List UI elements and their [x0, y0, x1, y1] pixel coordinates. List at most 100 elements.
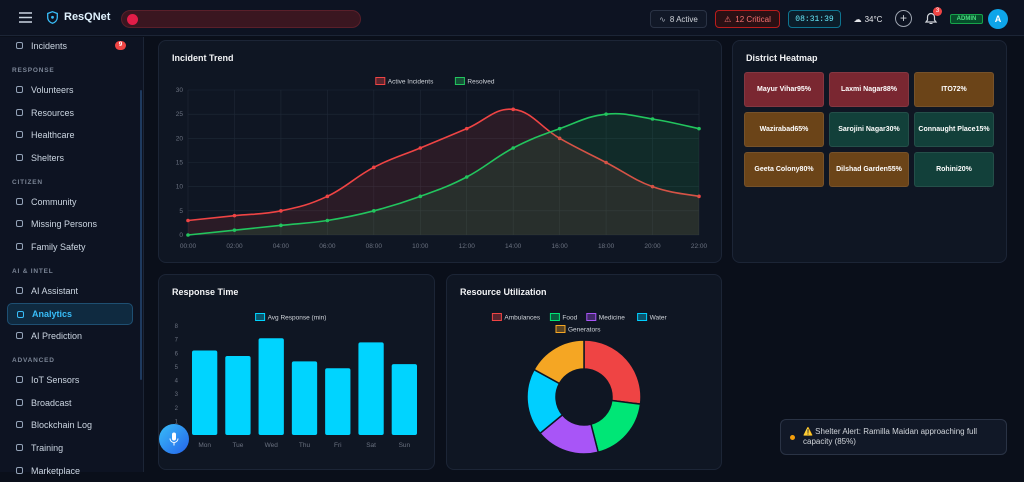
legend-label: Food [562, 315, 577, 322]
add-button[interactable]: + [895, 10, 912, 27]
nav-icon [17, 310, 24, 318]
data-point [557, 136, 562, 141]
critical-count[interactable]: ⚠ 12 Critical [715, 10, 780, 28]
nav-item[interactable]: Marketplace [7, 460, 133, 482]
nav-item[interactable]: AI Prediction [7, 325, 133, 347]
heatmap-cell[interactable]: Mayur Vihar 95% [744, 72, 824, 107]
x-tick-label: Mon [198, 442, 211, 449]
nav-item[interactable]: Shelters [7, 147, 133, 169]
y-tick-label: 30 [176, 87, 184, 94]
x-tick-label: 00:00 [180, 243, 197, 250]
nav-item[interactable]: Incidents 9 [7, 35, 133, 57]
nav-item[interactable]: Family Safety [7, 236, 133, 258]
data-point [511, 107, 515, 112]
nav-item[interactable]: Resources [7, 102, 133, 124]
district-name: Geeta Colony [754, 166, 800, 173]
data-point [650, 184, 655, 189]
doughnut-segment [590, 399, 642, 454]
heatmap-cell[interactable]: Laxmi Nagar 88% [829, 72, 909, 107]
y-tick-label: 25 [176, 111, 184, 118]
nav-label: Marketplace [31, 465, 81, 476]
heatmap-cell[interactable]: Rohini 20% [914, 152, 994, 187]
nav-item[interactable]: Broadcast [7, 392, 133, 414]
nav-label: IoT Sensors [31, 375, 80, 386]
nav-item[interactable]: Community [7, 191, 133, 213]
notifications-button[interactable] [924, 11, 938, 26]
weather: ☁ 34°C [848, 10, 888, 28]
series-area [188, 109, 699, 235]
nav-item[interactable]: IoT Sensors [7, 369, 133, 391]
x-tick-label: 02:00 [226, 243, 243, 250]
y-tick-label: 15 [176, 160, 184, 167]
nav-icon [16, 42, 23, 49]
nav-item[interactable]: Missing Persons [7, 213, 133, 235]
voice-button[interactable] [159, 424, 189, 454]
y-tick-label: 10 [176, 184, 184, 191]
x-tick-label: Fri [334, 442, 342, 449]
data-point [372, 165, 376, 170]
district-name: Sarojini Nagar [838, 126, 886, 133]
nav-label: AI Assistant [31, 286, 79, 296]
heatmap-cell[interactable]: Sarojini Nagar 30% [829, 112, 909, 147]
weather-icon: ☁ [853, 14, 862, 24]
legend-swatch [491, 313, 502, 321]
nav-item[interactable]: Analytics [7, 302, 133, 325]
nav-icon [16, 243, 23, 250]
legend-swatch [255, 313, 266, 321]
nav-label: Volunteers [31, 85, 74, 95]
district-name: Laxmi Nagar [840, 86, 883, 93]
active-count[interactable]: ∿ 8 Active [650, 10, 707, 28]
heatmap-cell[interactable]: Connaught Place 15% [914, 112, 994, 147]
avatar[interactable]: A [988, 9, 1008, 29]
nav-item[interactable]: Healthcare [7, 124, 133, 146]
nav-label: Broadcast [31, 397, 72, 408]
district-value: 20% [957, 166, 972, 173]
scrollbar [140, 90, 142, 380]
header: ResQNet ∿ 8 Active ⚠ 12 Critical 08:31:39 … [0, 0, 1024, 36]
toast-dot [790, 435, 795, 440]
nav-icon [16, 376, 23, 384]
bar [291, 361, 318, 435]
resource-utilization-card: Resource Utilization Ambulances Food Medici… [446, 274, 722, 470]
nav-label: Incidents [31, 41, 68, 51]
card-title: Response Time [172, 287, 239, 297]
nav-item[interactable]: AI Assistant [7, 280, 133, 302]
legend-swatch [586, 313, 597, 321]
bar [225, 355, 251, 435]
heatmap-cell[interactable]: Wazirabad 65% [744, 112, 824, 147]
nav-item[interactable]: Volunteers [7, 79, 133, 101]
nav-label: Healthcare [31, 130, 75, 141]
nav-label: Blockchain Log [31, 420, 93, 431]
district-name: Connaught Place [918, 126, 976, 133]
nav-icon [16, 398, 23, 406]
data-point [232, 228, 237, 232]
heatmap-cell[interactable]: Geeta Colony 80% [744, 152, 824, 187]
nav-item[interactable]: Training [7, 437, 133, 459]
district-value: 80% [799, 166, 814, 173]
x-tick-label: 04:00 [273, 243, 290, 250]
nav-icon [16, 421, 23, 429]
bar [191, 350, 218, 435]
data-point [325, 194, 330, 199]
x-tick-label: Tue [232, 442, 243, 449]
y-tick-label: 1 [175, 419, 179, 425]
toast-text: ⚠️ Shelter Alert: Ramilla Maidan approac… [803, 427, 978, 446]
district-value: 95% [796, 86, 811, 93]
x-tick-label: 20:00 [644, 243, 661, 250]
data-point [697, 194, 701, 199]
nav-item[interactable]: Blockchain Log [7, 414, 133, 436]
heatmap-cell[interactable]: ITO 72% [914, 72, 994, 107]
district-name: Mayur Vihar [757, 86, 797, 93]
nav-section-title: RESPONSE [12, 67, 55, 74]
active-text: 8 Active [669, 14, 698, 24]
legend-swatch [454, 77, 465, 85]
y-tick-label: 8 [175, 324, 179, 330]
doughnut-chart: Ambulances Food Medicine Water Generators [491, 313, 668, 455]
menu-button[interactable] [19, 12, 32, 23]
alert-bar[interactable] [121, 10, 361, 28]
heatmap-cell[interactable]: Dilshad Garden 55% [829, 152, 909, 187]
x-tick-label: 10:00 [412, 243, 429, 250]
nav-label: Shelters [31, 152, 65, 163]
district-name: Dilshad Garden [836, 166, 888, 173]
